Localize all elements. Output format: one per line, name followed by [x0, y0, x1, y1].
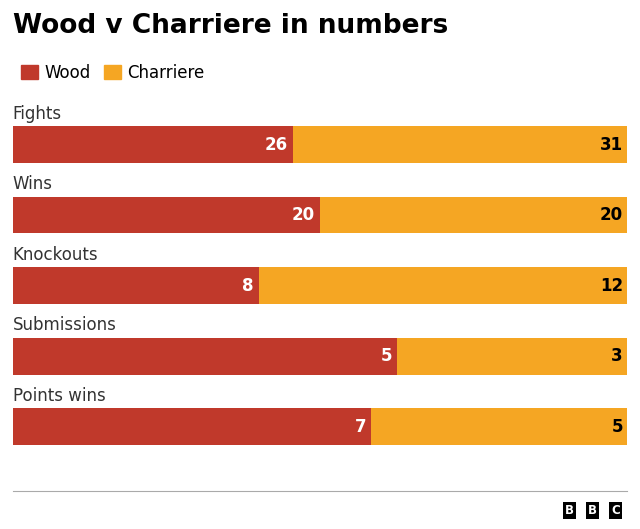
- Text: B: B: [565, 504, 574, 517]
- Text: 5: 5: [380, 347, 392, 365]
- Text: Knockouts: Knockouts: [13, 246, 99, 264]
- Text: 3: 3: [611, 347, 623, 365]
- Text: 20: 20: [292, 206, 315, 224]
- Bar: [397, 338, 627, 375]
- Text: 26: 26: [265, 135, 288, 153]
- Bar: [13, 197, 320, 233]
- Text: C: C: [611, 504, 620, 517]
- Bar: [13, 408, 371, 445]
- Text: 5: 5: [611, 418, 623, 436]
- Text: Wood v Charriere in numbers: Wood v Charriere in numbers: [13, 13, 448, 39]
- Text: 31: 31: [600, 135, 623, 153]
- Text: Fights: Fights: [13, 105, 62, 123]
- Bar: [13, 338, 397, 375]
- Text: B: B: [588, 504, 597, 517]
- Bar: [320, 197, 627, 233]
- Bar: [13, 126, 293, 163]
- Text: 12: 12: [600, 277, 623, 295]
- Bar: [371, 408, 627, 445]
- Text: 7: 7: [355, 418, 366, 436]
- Bar: [259, 267, 627, 304]
- Text: Wins: Wins: [13, 175, 52, 193]
- Text: Submissions: Submissions: [13, 316, 116, 334]
- Bar: [293, 126, 627, 163]
- Text: 20: 20: [600, 206, 623, 224]
- Text: Points wins: Points wins: [13, 387, 106, 405]
- Legend: Wood, Charriere: Wood, Charriere: [21, 64, 205, 82]
- Bar: [13, 267, 259, 304]
- Text: 8: 8: [242, 277, 253, 295]
